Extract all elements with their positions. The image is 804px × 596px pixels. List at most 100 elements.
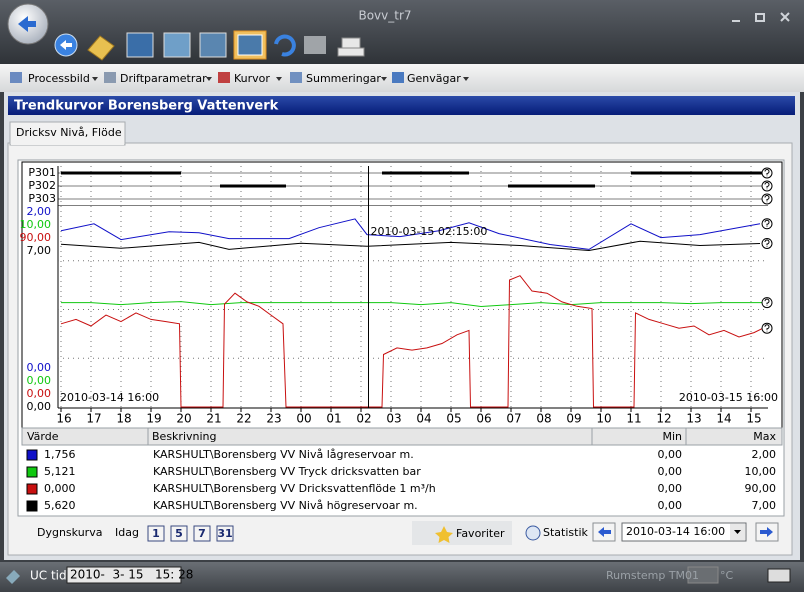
color-swatch [26, 449, 38, 461]
end-label: 2010-03-15 16:00 [679, 391, 778, 404]
digital-label: P303 [28, 192, 56, 205]
menu-item[interactable]: Kurvor [234, 72, 270, 85]
scale-label: 0,00 [27, 374, 52, 387]
menu-item[interactable]: Processbild [28, 72, 90, 85]
row-description: KARSHULT\Borensberg VV Nivå högreservoar… [153, 499, 418, 512]
series-line [60, 218, 761, 250]
scale-label: 10,00 [20, 218, 52, 231]
x-tick-label: 04 [416, 412, 431, 426]
row-value: 1,756 [44, 448, 76, 461]
row-description: KARSHULT\Borensberg VV Nivå lågreservoar… [153, 448, 414, 461]
period-button[interactable] [193, 525, 211, 542]
x-tick-label: 08 [536, 412, 551, 426]
x-tick-label: 06 [476, 412, 491, 426]
temp-box [687, 566, 719, 584]
row-description: KARSHULT\Borensberg VV Dricksvattenflöde… [153, 482, 436, 495]
today-button[interactable]: Idag [115, 526, 139, 539]
info-glyph [764, 239, 770, 247]
row-max: 7,00 [752, 499, 777, 512]
favorites-button[interactable] [412, 521, 512, 545]
period-label: Dygnskurva [37, 526, 102, 539]
uc-label: UC tid [30, 569, 67, 583]
start-label: 2010-03-14 16:00 [60, 391, 159, 404]
info-glyph [764, 182, 770, 190]
menu-icon [218, 72, 230, 83]
x-tick-label: 12 [656, 412, 671, 426]
panel-title: Trendkurvor Borensberg Vattenverk [14, 99, 279, 114]
x-tick-label: 16 [56, 412, 71, 426]
back-icon [60, 40, 72, 50]
x-tick-label: 10 [596, 412, 611, 426]
view2-button[interactable] [163, 32, 191, 58]
period-label-num: 5 [175, 527, 183, 540]
next-icon [760, 527, 773, 537]
undo-button[interactable] [274, 34, 296, 57]
menu-icon [392, 72, 404, 83]
row-min: 0,00 [658, 465, 683, 478]
row-value: 0,000 [44, 482, 76, 495]
color-swatch [26, 466, 38, 478]
column-header: Beskrivning [152, 430, 217, 443]
menu-icon [290, 72, 302, 83]
menu-item[interactable]: Summeringar [306, 72, 381, 85]
uc-time: 2010- 3- 15 15: 28 [70, 568, 193, 582]
x-tick-label: 11 [626, 412, 641, 426]
row-value: 5,121 [44, 465, 76, 478]
x-tick-label: 09 [566, 412, 581, 426]
view1-button[interactable] [126, 32, 154, 58]
tab-label[interactable]: Dricksv Nivå, Flöde [16, 126, 122, 139]
period-button[interactable] [216, 525, 234, 542]
battery-icon [767, 568, 791, 583]
digital-label: P301 [28, 166, 56, 179]
ruler-button[interactable] [87, 35, 115, 61]
info-glyph [764, 195, 770, 203]
color-swatch [26, 483, 38, 495]
temp-unit: °C [720, 569, 734, 582]
period-button[interactable] [170, 525, 188, 542]
tool-button[interactable] [304, 36, 326, 54]
x-tick-label: 07 [506, 412, 521, 426]
date-value: 2010-03-14 16:00 [626, 525, 725, 538]
x-tick-label: 19 [146, 412, 161, 426]
menu-arrow [92, 77, 98, 81]
scale-label: 0,00 [27, 400, 52, 413]
period-label-num: 31 [217, 527, 232, 540]
column-header: Värde [27, 430, 59, 443]
row-description: KARSHULT\Borensberg VV Tryck dricksvatte… [153, 465, 421, 478]
x-tick-label: 02 [356, 412, 371, 426]
info-glyph [764, 298, 770, 306]
period-label-num: 1 [152, 527, 160, 540]
info-glyph [764, 324, 770, 332]
scale-label: 0,00 [27, 387, 52, 400]
print-button[interactable] [337, 37, 365, 57]
series-line [60, 240, 761, 252]
x-tick-label: 14 [716, 412, 731, 426]
combo-arrow [734, 530, 741, 534]
menu-icon [10, 72, 22, 83]
scale-label: 2,00 [27, 205, 52, 218]
row-max: 10,00 [745, 465, 777, 478]
x-tick-label: 17 [86, 412, 101, 426]
prev-icon [598, 527, 611, 537]
maximize[interactable] [755, 13, 765, 22]
digital-label: P302 [28, 179, 56, 192]
period-button[interactable] [147, 525, 165, 542]
view3-button[interactable] [199, 32, 227, 58]
panel-header [8, 96, 795, 115]
star-icon [435, 526, 453, 543]
row-value: 5,620 [44, 499, 76, 512]
x-tick-label: 20 [176, 412, 191, 426]
x-tick-label: 15 [746, 412, 761, 426]
statistics-label[interactable]: Statistik [543, 526, 589, 539]
window-buttons [732, 12, 790, 22]
window-title: Bovv_tr7 [358, 9, 411, 23]
orb-icon [18, 16, 36, 32]
toolbar [54, 30, 365, 61]
close[interactable] [780, 12, 790, 22]
scale-label: 7,00 [27, 244, 52, 257]
menu-item[interactable]: Genvägar [407, 72, 461, 85]
row-min: 0,00 [658, 482, 683, 495]
date-combo[interactable] [621, 522, 747, 542]
view4-icon [237, 34, 263, 56]
menu-item[interactable]: Driftparametrar [120, 72, 207, 85]
